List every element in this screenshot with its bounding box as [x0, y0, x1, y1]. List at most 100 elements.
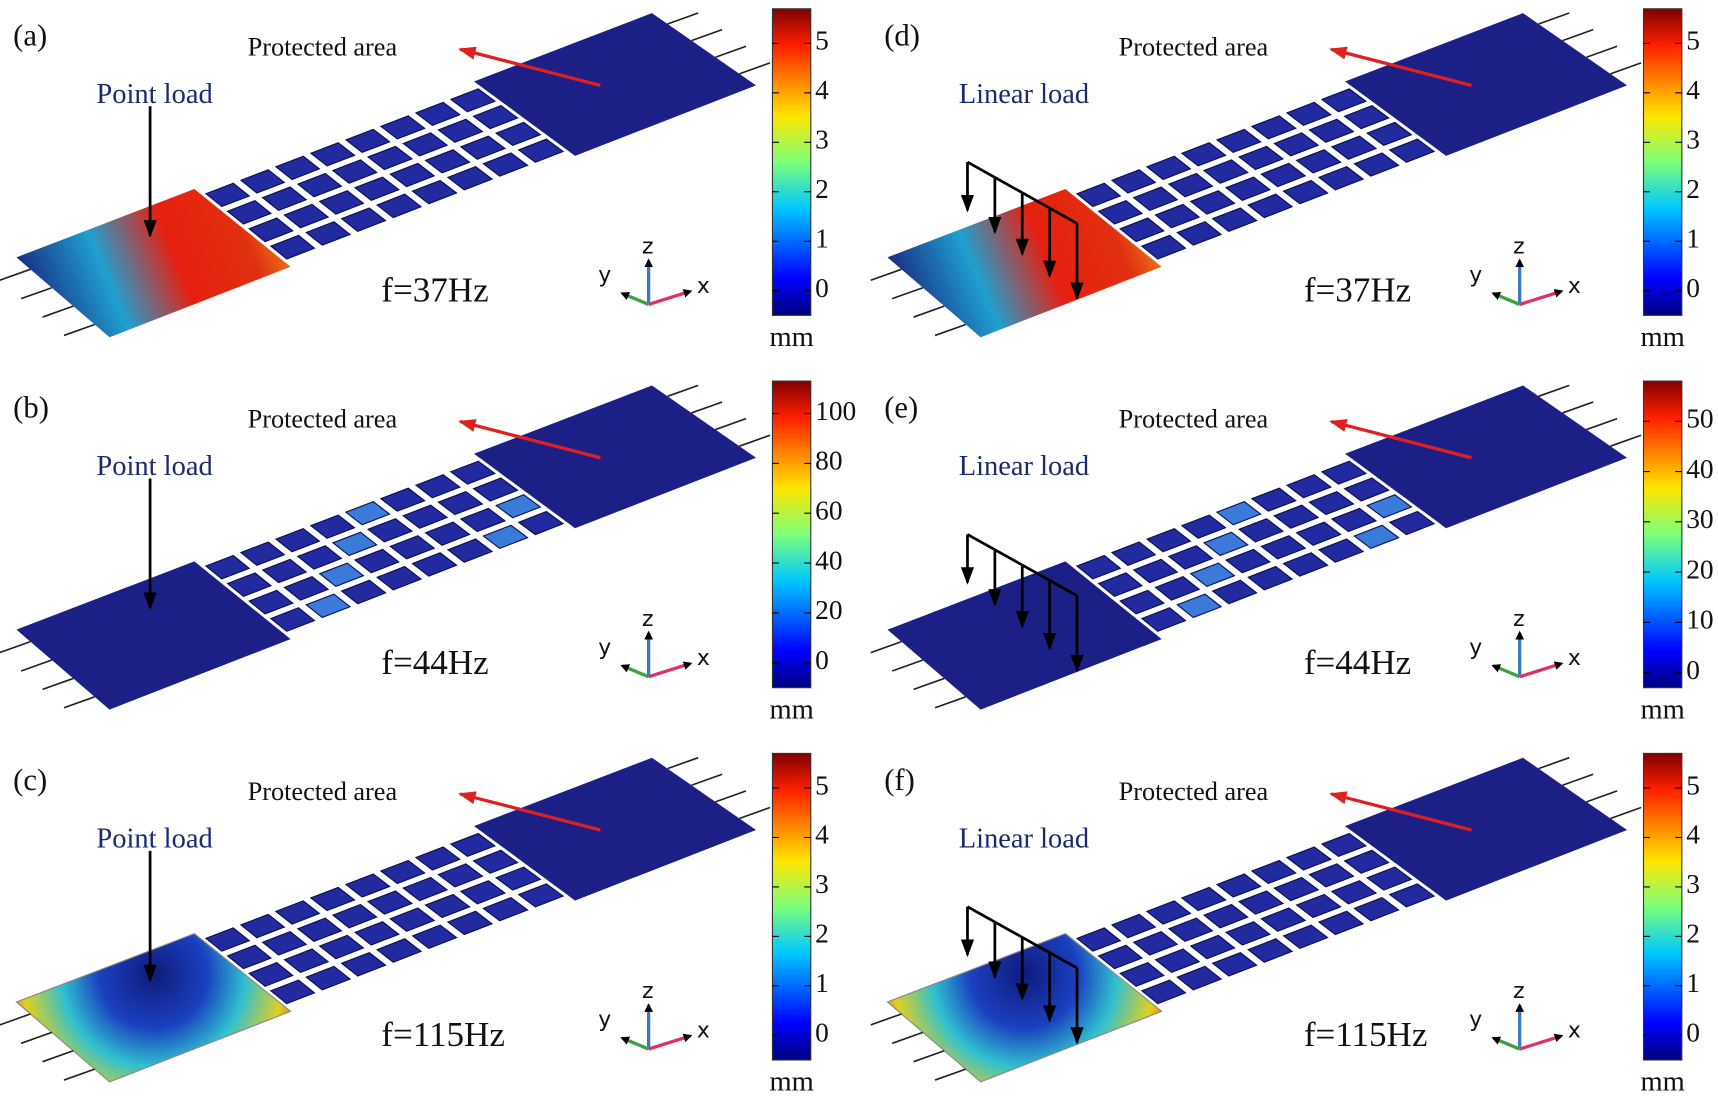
axis-y-label: y	[598, 635, 611, 660]
axis-x-label: x	[1568, 274, 1581, 299]
clamp-line	[934, 323, 966, 337]
cell	[353, 548, 400, 574]
axis-z-label: z	[642, 234, 654, 259]
cell	[472, 849, 519, 874]
clamp-line	[42, 677, 74, 691]
cell	[1145, 527, 1192, 553]
cell	[1075, 927, 1122, 952]
colorbar-unit: mm	[1641, 694, 1685, 725]
cell	[274, 155, 321, 181]
panel-label: (d)	[884, 18, 920, 52]
axis-x-label: x	[1568, 646, 1581, 671]
cell	[318, 934, 365, 960]
cell	[517, 883, 565, 908]
cell	[1202, 531, 1249, 557]
load-label: Point load	[96, 824, 212, 855]
cell	[379, 487, 426, 512]
cell	[446, 910, 494, 936]
cell	[449, 88, 497, 113]
protected-label: Protected area	[1119, 777, 1269, 806]
cell	[269, 234, 316, 260]
clamp-line	[667, 384, 699, 398]
panel-label: (b)	[13, 391, 49, 425]
cell	[414, 474, 461, 499]
colorbar-tick-label: 0	[815, 273, 829, 303]
cell	[1237, 145, 1285, 171]
cell	[1366, 866, 1413, 891]
panel: (f) Linear load Protected area f=115Hz z x y 0 1…	[870, 752, 1700, 1098]
axis-z-label: z	[1513, 607, 1525, 632]
cell	[376, 938, 423, 963]
protected-label: Protected area	[1119, 405, 1269, 434]
cell	[1180, 514, 1227, 539]
cell	[1343, 849, 1390, 874]
colorbar-tick-label: 50	[1686, 404, 1713, 434]
axis-x-label: x	[697, 274, 710, 299]
cell	[482, 152, 529, 177]
cell	[1320, 88, 1368, 113]
cell	[248, 962, 294, 987]
colorbar-tick-label: 5	[815, 770, 829, 800]
axis-y	[620, 291, 650, 306]
cell	[1097, 944, 1144, 970]
cell	[1180, 142, 1227, 167]
cell	[1189, 190, 1236, 215]
cell	[344, 873, 391, 898]
cell	[411, 924, 458, 950]
cell	[1388, 510, 1436, 536]
cell	[1317, 166, 1365, 191]
cell	[1167, 545, 1214, 570]
cell	[239, 913, 286, 939]
colorbar-tick-label: 2	[815, 919, 829, 949]
axis-y	[620, 1036, 650, 1051]
clamp-line	[870, 1013, 902, 1026]
load-plate	[16, 189, 291, 338]
cell	[449, 460, 497, 485]
clamp-line	[870, 640, 902, 654]
cell	[1295, 521, 1342, 546]
clamp-line	[715, 45, 747, 59]
cell	[517, 138, 565, 163]
cell	[366, 145, 414, 171]
panel-label: (e)	[884, 391, 918, 425]
protected-plate	[473, 13, 757, 156]
protected-label: Protected area	[248, 405, 398, 434]
axis-z-label: z	[642, 607, 654, 632]
protected-arrow	[1329, 46, 1472, 88]
cell	[1189, 562, 1236, 588]
clamp-line	[1610, 806, 1642, 820]
cell	[446, 166, 494, 191]
cell	[1110, 541, 1157, 566]
clamp-line	[63, 1068, 95, 1081]
cell	[1320, 460, 1368, 485]
clamp-line	[1538, 384, 1570, 398]
cell	[494, 121, 542, 147]
cell	[1215, 128, 1262, 154]
colorbar-tick-label: 20	[815, 595, 842, 625]
cell	[305, 221, 352, 246]
panel: (a) Point load Protected area f=37Hz z x y 0 1 2 3…	[0, 8, 829, 353]
cell	[283, 576, 330, 601]
colorbar-tick-label: 4	[815, 75, 829, 105]
clamp-line	[1562, 401, 1594, 414]
protected-label: Protected area	[1119, 32, 1269, 61]
clamp-line	[42, 305, 74, 318]
axis-y-label: y	[598, 1008, 611, 1033]
cell	[1285, 846, 1333, 871]
cell	[449, 832, 497, 858]
cell	[1273, 504, 1320, 529]
metamaterial-base	[1070, 457, 1442, 636]
colorbar	[771, 8, 812, 316]
clamp-line	[934, 1068, 966, 1081]
clamp-line	[691, 401, 723, 414]
colorbar-tick-label: 10	[1686, 605, 1713, 635]
protected-arrow	[1329, 419, 1472, 460]
clamp-line	[0, 1013, 31, 1026]
cell	[331, 903, 378, 929]
cell	[261, 931, 308, 956]
axis-y	[1491, 664, 1521, 679]
axis-y	[620, 664, 650, 679]
panel: (e) Linear load Protected area f=44Hz z x y 0 10…	[870, 380, 1714, 725]
colorbar-tick-label: 0	[1686, 655, 1700, 685]
cell	[1119, 217, 1165, 243]
